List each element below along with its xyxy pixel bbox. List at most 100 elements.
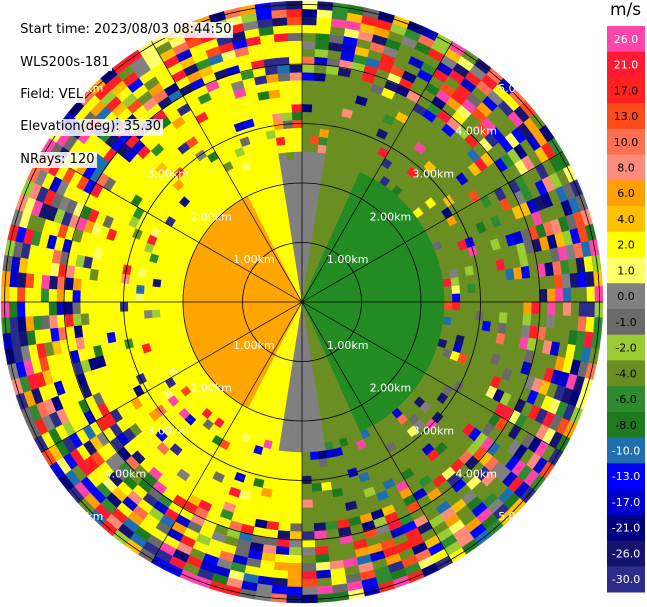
velocity-gate [317, 450, 328, 460]
velocity-gate [230, 305, 240, 310]
velocity-gate [280, 167, 289, 178]
velocity-gate [321, 104, 334, 115]
colorbar-tick-label: -26.0 [612, 547, 640, 560]
velocity-gate [313, 72, 327, 82]
velocity-gate [175, 301, 184, 309]
colorbar-tick-label: 4.0 [617, 213, 635, 226]
range-ring-label: 4.00km [455, 125, 497, 138]
velocity-gate [315, 569, 332, 580]
velocity-gate [443, 286, 453, 295]
velocity-gate [112, 320, 123, 332]
velocity-gate [301, 64, 315, 73]
velocity-gate [191, 307, 200, 314]
velocity-gate [307, 183, 315, 192]
velocity-gate [404, 307, 413, 314]
scan-metadata: Start time: 2023/08/03 08:44:50 WLS200s-… [10, 6, 234, 169]
colorbar-tick-label: 13.0 [614, 110, 639, 123]
velocity-gate [274, 553, 289, 564]
velocity-gate [301, 341, 305, 350]
velocity-gate [151, 301, 160, 311]
velocity-gate [395, 285, 405, 293]
velocity-gate [293, 444, 303, 453]
velocity-gate [48, 314, 59, 329]
velocity-gate [301, 103, 313, 113]
velocity-gate [270, 489, 283, 500]
velocity-gate [315, 159, 325, 170]
velocity-gate [458, 318, 468, 329]
velocity-gate [56, 288, 65, 303]
velocity-gate [522, 277, 532, 291]
velocity-gate [291, 483, 303, 493]
velocity-gate [88, 312, 98, 325]
velocity-gate [143, 301, 152, 311]
velocity-gate [498, 312, 508, 324]
velocity-gate [301, 111, 313, 121]
velocity-gate [311, 104, 323, 114]
velocity-gate [314, 419, 323, 429]
velocity-gate [214, 297, 224, 303]
velocity-gate [313, 411, 321, 421]
velocity-gate [269, 497, 282, 508]
velocity-gate [289, 64, 303, 73]
velocity-gate [403, 284, 413, 292]
velocity-gate [310, 459, 320, 469]
velocity-gate [293, 452, 303, 461]
velocity-gate [87, 290, 97, 303]
velocity-gate [420, 295, 429, 303]
velocity-gate [467, 292, 477, 303]
colorbar-tick-label: 0.0 [617, 290, 635, 303]
velocity-gate [322, 497, 335, 508]
velocity-gate [491, 301, 501, 313]
velocity-gate [547, 301, 556, 316]
velocity-gate [278, 152, 288, 162]
velocity-gate [143, 285, 153, 295]
velocity-gate [40, 301, 50, 316]
velocity-gate [272, 481, 284, 492]
velocity-gate [514, 278, 524, 292]
velocity-gate [151, 293, 160, 303]
velocity-gate [297, 214, 303, 224]
velocity-gate [553, 315, 564, 330]
velocity-gate [396, 296, 406, 303]
velocity-gate [312, 80, 326, 90]
colorbar-tick-label: 17.0 [614, 84, 639, 97]
velocity-gate [152, 278, 162, 288]
velocity-gate [545, 275, 556, 290]
velocity-gate [274, 40, 289, 51]
velocity-gate [222, 301, 232, 307]
velocity-gate [313, 522, 327, 532]
velocity-gate [296, 198, 303, 208]
colorbar-tick-label: 10.0 [614, 136, 639, 149]
velocity-gate [434, 279, 445, 289]
velocity-gate [301, 467, 312, 477]
velocity-gate [308, 159, 318, 169]
velocity-gate [136, 275, 146, 286]
velocity-gate [489, 270, 500, 283]
velocity-gate [305, 372, 311, 382]
velocity-gate [277, 522, 291, 532]
velocity-gate [312, 498, 324, 508]
velocity-gate [87, 301, 97, 314]
velocity-gate [301, 56, 316, 65]
velocity-gate [271, 585, 288, 595]
colorbar-tick-label: 8.0 [617, 162, 635, 175]
velocity-gate [111, 291, 121, 303]
range-ring-label: 4.00km [105, 467, 147, 480]
velocity-gate [48, 288, 57, 303]
velocity-gate [277, 72, 291, 82]
velocity-gate [365, 301, 374, 306]
velocity-gate [292, 127, 303, 137]
velocity-gate [297, 380, 303, 390]
velocity-gate [286, 443, 295, 453]
velocity-gate [365, 298, 374, 303]
velocity-gate [310, 135, 320, 145]
velocity-gate [380, 292, 390, 299]
velocity-gate [301, 570, 317, 580]
velocity-gate [499, 301, 509, 313]
velocity-gate [301, 547, 316, 556]
velocity-gate [24, 287, 34, 303]
velocity-gate [301, 230, 306, 239]
velocity-gate [452, 301, 461, 311]
velocity-gate [459, 301, 469, 311]
velocity-gate [290, 404, 297, 413]
